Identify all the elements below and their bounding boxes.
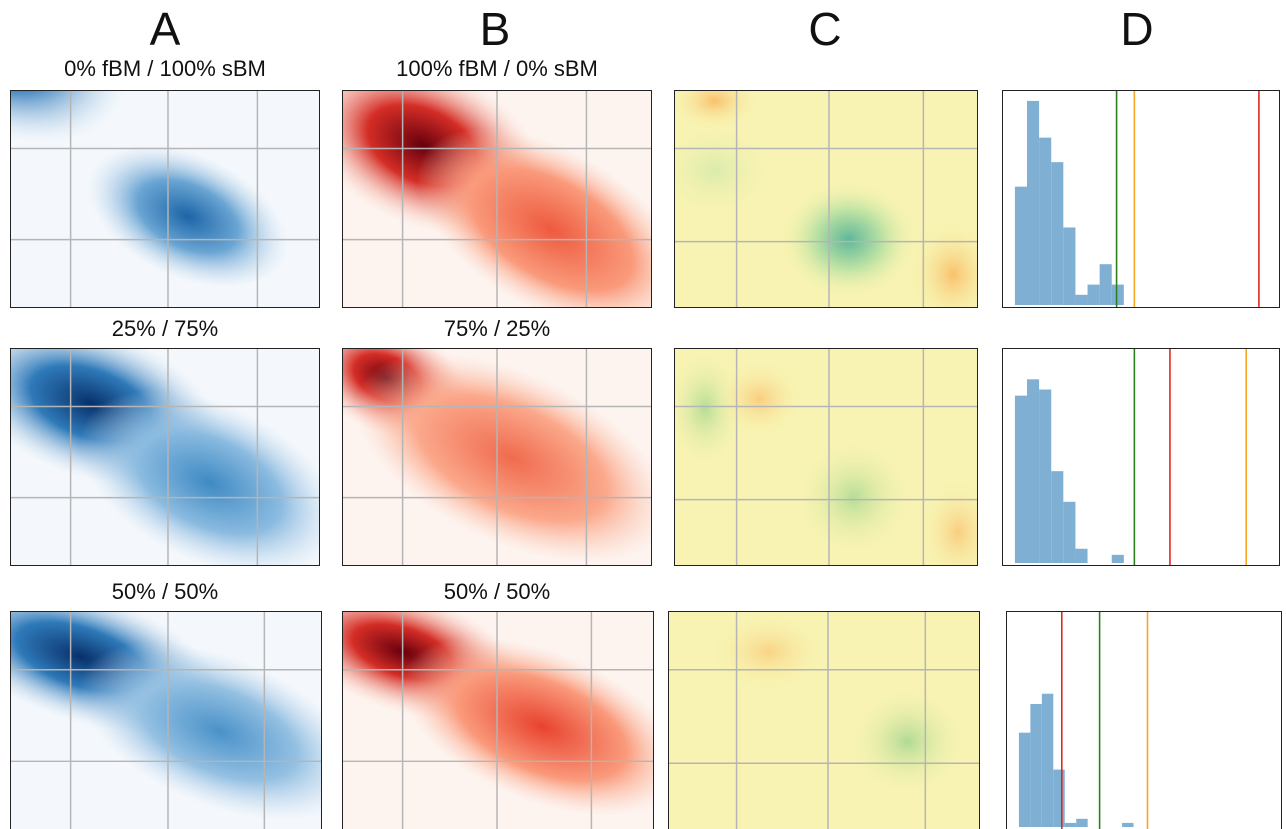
heatmap-c-row3 (668, 611, 980, 829)
histogram-bar (1051, 471, 1064, 564)
heatmap-a-row3 (10, 611, 322, 829)
histogram-d-row1 (1002, 90, 1280, 308)
histogram-bar (1039, 389, 1052, 564)
histogram-bar (1075, 548, 1088, 564)
histogram-bar (1087, 284, 1100, 306)
label-b-row2: 75% / 25% (443, 316, 551, 341)
histogram-d-row3 (1006, 611, 1282, 829)
heatmap-b-row2 (342, 348, 652, 566)
histogram-bar (1030, 703, 1042, 828)
histogram-bar (1122, 822, 1134, 828)
label-a-row1: 0% fBM / 100% sBM (64, 56, 266, 81)
histogram-bar (1063, 227, 1076, 306)
histogram-svg-2 (1014, 349, 1247, 565)
column-letter-b: B (479, 3, 511, 55)
histogram-svg-1 (1014, 91, 1260, 307)
histogram-bar (1099, 264, 1112, 306)
histogram-bar (1051, 162, 1064, 306)
label-a-row3: 50% / 50% (111, 579, 219, 604)
column-letter-d: D (1120, 3, 1154, 55)
histogram-bar (1111, 554, 1124, 564)
label-b-row1: 100% fBM / 0% sBM (396, 56, 598, 81)
label-b-row3: 50% / 50% (443, 579, 551, 604)
histogram-bar (1018, 732, 1031, 828)
histogram-bar (1076, 818, 1088, 828)
histogram-bar (1014, 395, 1028, 564)
label-a-row2: 25% / 75% (111, 316, 219, 341)
histogram-svg-3 (1018, 612, 1149, 829)
heatmap-a-row2 (10, 348, 320, 566)
histogram-bar (1014, 186, 1028, 306)
heatmap-a-row1 (10, 90, 320, 308)
histogram-bar (1111, 284, 1124, 306)
histogram-bar (1027, 100, 1040, 306)
heatmap-c-row1 (674, 90, 978, 308)
histogram-bar (1053, 769, 1065, 828)
histogram-bar (1075, 294, 1088, 306)
heatmap-b-row3 (342, 611, 654, 829)
histogram-bar (1041, 693, 1054, 828)
heatmap-b-row1 (342, 90, 652, 308)
heatmap-c-row2 (674, 348, 978, 566)
histogram-bar (1064, 822, 1077, 828)
column-letter-c: C (808, 3, 842, 55)
histogram-d-row2 (1002, 348, 1280, 566)
histogram-bar (1039, 137, 1052, 306)
histogram-bar (1063, 501, 1076, 564)
histogram-bar (1027, 379, 1040, 564)
column-letter-a: A (149, 3, 181, 55)
